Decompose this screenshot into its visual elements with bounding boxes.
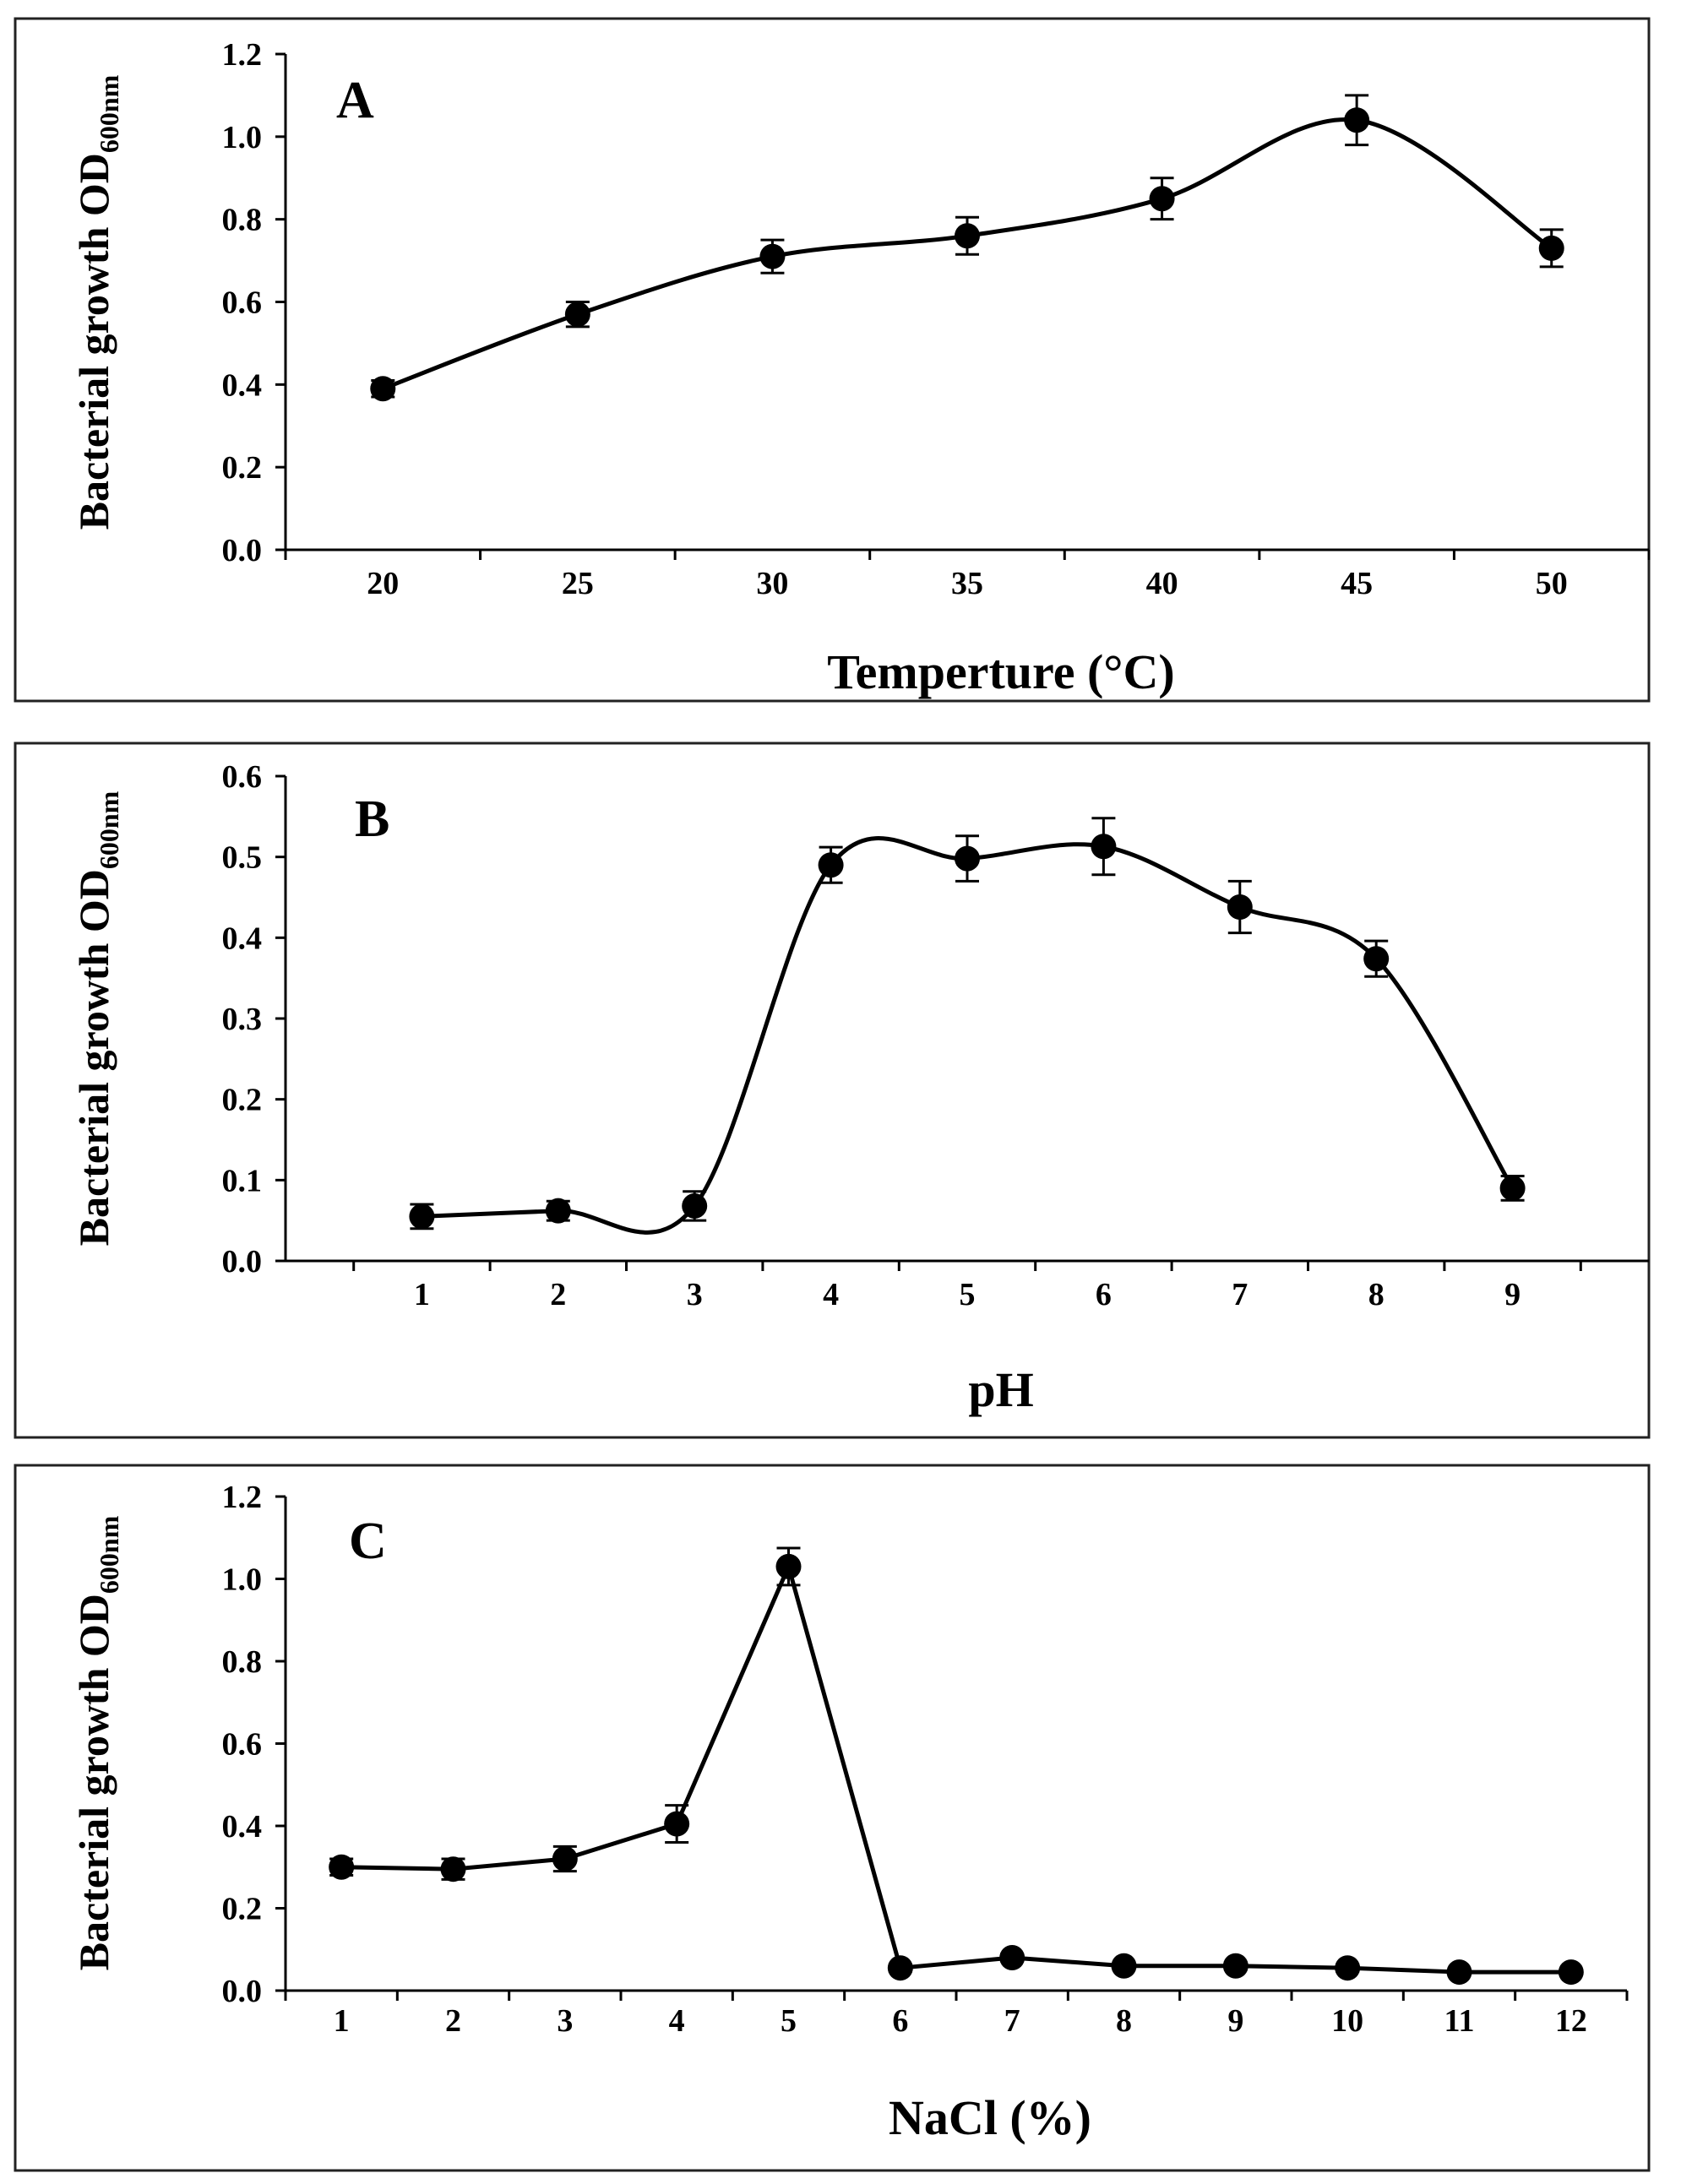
y-tick-label: 0.0 [222, 1974, 263, 2009]
x-tick-label: 5 [781, 2003, 797, 2039]
x-tick-label: 4 [669, 2003, 685, 2039]
y-axis-title: Bacterial growth OD600nm [70, 74, 124, 530]
x-tick-label: 3 [557, 2003, 573, 2039]
y-tick-label: 1.0 [222, 120, 263, 155]
x-tick-label: 45 [1341, 566, 1373, 601]
x-tick-label: 9 [1227, 2003, 1243, 2039]
y-tick-label: 0.6 [222, 285, 263, 321]
x-tick-label: 8 [1368, 1277, 1385, 1312]
y-tick-label: 0.1 [222, 1163, 263, 1198]
panel-c: 0.00.20.40.60.81.01.21 2 3 4 5 6 7 8 9 10 11 12NaCl… [14, 1464, 1651, 2172]
y-tick-label: 0.4 [222, 367, 263, 403]
data-point [1344, 107, 1370, 133]
y-tick-label: 0.4 [222, 921, 263, 956]
data-point [1335, 1955, 1361, 1981]
data-point [440, 1856, 466, 1882]
data-point [887, 1955, 913, 1981]
panel-frame [14, 742, 1651, 1439]
data-point [1227, 894, 1253, 920]
y-tick-label: 0.5 [222, 840, 263, 876]
data-point [1558, 1959, 1584, 1986]
x-tick-label: 4 [823, 1277, 839, 1312]
x-tick-label: 2 [445, 2003, 461, 2039]
data-point [1149, 186, 1175, 212]
data-point [564, 302, 590, 328]
x-tick-label: 6 [892, 2003, 908, 2039]
y-axis-title: Bacterial growth OD600nm [70, 1515, 124, 1970]
x-axis-title: Temperture (°C) [827, 644, 1174, 699]
x-tick-label: 10 [1331, 2003, 1363, 2039]
x-tick-label: 2 [550, 1277, 566, 1312]
y-tick-label: 0.2 [222, 1892, 263, 1927]
x-tick-label: 9 [1504, 1277, 1521, 1312]
y-tick-label: 0.2 [222, 1083, 263, 1118]
x-axis-title: pH [968, 1362, 1033, 1417]
data-point [1222, 1953, 1249, 1979]
x-tick-label: 1 [414, 1277, 430, 1312]
y-tick-label: 0.6 [222, 1727, 263, 1763]
data-point [818, 852, 844, 878]
y-tick-label: 0.0 [222, 1244, 263, 1279]
data-point [1538, 235, 1564, 261]
y-tick-label: 0.3 [222, 1002, 263, 1037]
y-axis-title: Bacterial growth OD600nm [70, 790, 124, 1246]
panel-label: B [355, 790, 389, 848]
x-tick-label: 1 [334, 2003, 350, 2039]
y-tick-label: 1.0 [222, 1562, 263, 1598]
x-tick-label: 8 [1116, 2003, 1132, 2039]
data-point [1499, 1175, 1526, 1201]
data-point [999, 1945, 1025, 1970]
data-point [552, 1846, 578, 1872]
x-tick-label: 35 [951, 566, 983, 601]
data-point [1363, 946, 1390, 972]
data-point [955, 845, 980, 872]
panel-a: 0.0 0.2 0.4 0.6 0.8 1.0 1.2 20 25 30 35 40 45 50 Tempe… [14, 17, 1651, 703]
y-tick-label: 0.6 [222, 759, 263, 795]
data-point [1111, 1953, 1137, 1979]
data-point [1091, 834, 1117, 860]
data-point [682, 1193, 708, 1219]
y-tick-label: 0.0 [222, 533, 263, 568]
x-tick-label: 25 [562, 566, 594, 601]
x-tick-label: 5 [960, 1277, 976, 1312]
series-line [339, 1564, 1574, 1975]
data-point [370, 376, 396, 402]
x-tick-label: 11 [1444, 2003, 1475, 2039]
x-tick-label: 12 [1555, 2003, 1587, 2039]
x-tick-label: 50 [1536, 566, 1568, 601]
y-tick-label: 0.8 [222, 1644, 263, 1680]
data-point [545, 1198, 571, 1224]
data-point [1446, 1959, 1472, 1986]
x-tick-label: 30 [756, 566, 788, 601]
y-tick-label: 0.8 [222, 203, 263, 238]
data-point [664, 1811, 690, 1837]
series-line [419, 836, 1515, 1235]
x-tick-label: 7 [1004, 2003, 1020, 2039]
y-tick-label: 1.2 [222, 1480, 263, 1515]
data-point [955, 223, 980, 249]
panel-frame [14, 1464, 1651, 2172]
y-tick-label: 1.2 [222, 37, 263, 73]
y-tick-label: 0.4 [222, 1809, 263, 1844]
data-point [409, 1203, 435, 1230]
x-tick-label: 20 [367, 566, 399, 601]
panel-b: 0.0 0.1 0.2 0.3 0.4 0.5 0.6 1 2 3 4 5 6 7 8 9 pH Bacteria… [14, 742, 1651, 1439]
panel-label: A [336, 72, 374, 129]
y-tick-label: 0.2 [222, 450, 263, 486]
x-tick-label: 6 [1096, 1277, 1112, 1312]
x-tick-label: 40 [1146, 566, 1178, 601]
data-point [775, 1553, 802, 1579]
data-point [759, 243, 786, 269]
panel-label: C [349, 1513, 387, 1570]
x-tick-label: 3 [687, 1277, 703, 1312]
x-tick-label: 7 [1232, 1277, 1248, 1312]
x-axis-title: NaCl (%) [889, 2090, 1091, 2145]
data-point [329, 1854, 355, 1880]
panel-frame [14, 17, 1651, 703]
